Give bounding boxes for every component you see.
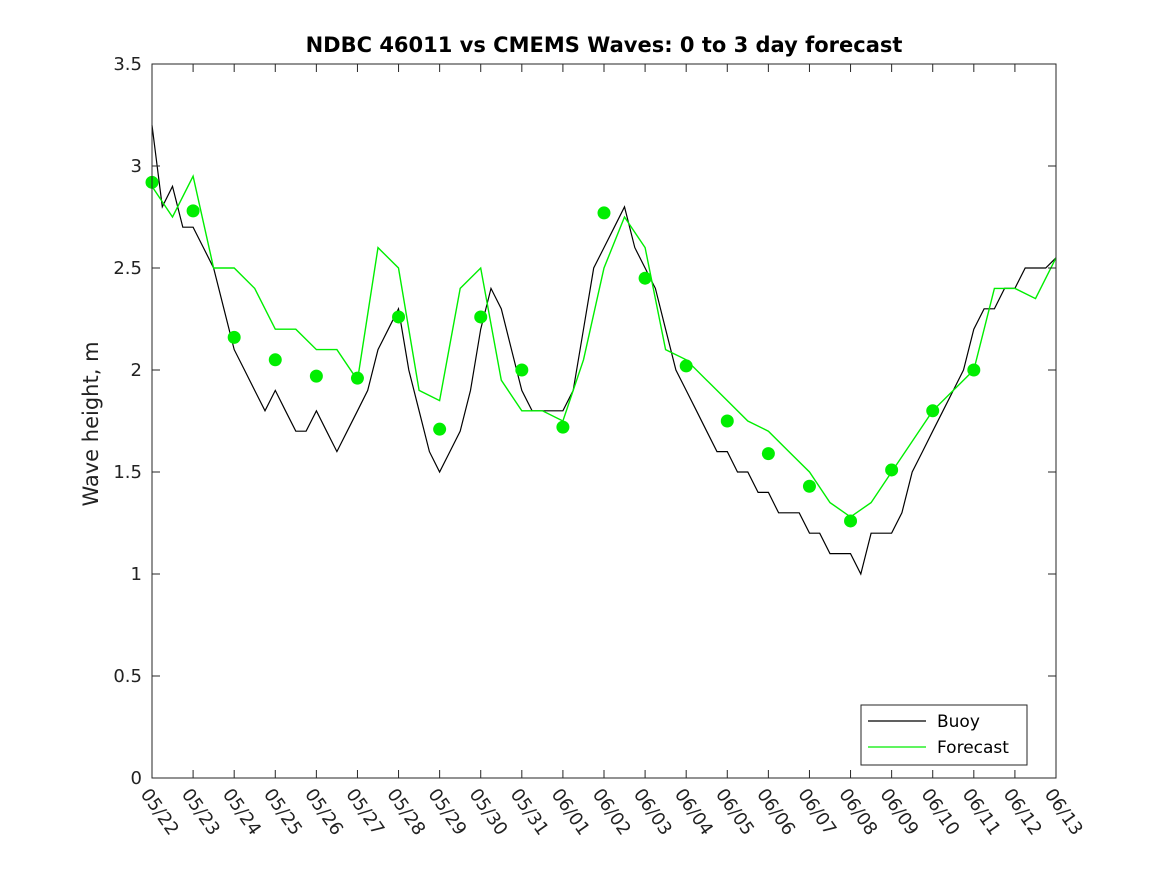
forecast-series-layer xyxy=(151,174,1057,518)
forecast-marker xyxy=(926,404,940,418)
forecast-marker xyxy=(350,371,364,385)
forecast-marker xyxy=(720,414,734,428)
forecast-marker xyxy=(227,330,241,344)
forecast-marker xyxy=(597,206,611,220)
forecast-marker xyxy=(679,359,693,373)
forecast-line xyxy=(151,174,1057,518)
forecast-marker xyxy=(844,514,858,528)
buoy-series-layer xyxy=(151,125,1057,576)
forecast-marker xyxy=(474,310,488,324)
forecast-marker xyxy=(761,447,775,461)
forecast-marker xyxy=(268,353,282,367)
legend-forecast-label: Forecast xyxy=(937,738,1009,758)
forecast-marker xyxy=(638,271,652,285)
buoy-line xyxy=(151,125,1057,576)
y-tick-label: 0 xyxy=(131,768,142,789)
forecast-marker xyxy=(515,363,529,377)
forecast-marker xyxy=(556,420,570,434)
y-tick-label: 3.5 xyxy=(113,54,142,75)
forecast-marker xyxy=(392,310,406,324)
forecast-marker xyxy=(309,369,323,383)
y-axis: 0 0.5 1 1.5 2 2.5 3 3.5 xyxy=(113,54,1056,789)
y-tick-label: 1.5 xyxy=(113,462,142,483)
y-tick-label: 2 xyxy=(131,360,142,381)
forecast-marker xyxy=(186,204,200,218)
legend-buoy-label: Buoy xyxy=(937,712,980,732)
legend-box xyxy=(860,704,1028,766)
y-tick-label: 0.5 xyxy=(113,666,142,687)
legend: Buoy Forecast xyxy=(860,704,1028,766)
y-tick-label: 1 xyxy=(131,564,142,585)
chart-title: NDBC 46011 vs CMEMS Waves: 0 to 3 day fo… xyxy=(306,33,903,57)
y-tick-label: 2.5 xyxy=(113,258,142,279)
y-tick-label: 3 xyxy=(131,156,142,177)
forecast-marker xyxy=(433,422,447,436)
y-axis-label: Wave height, m xyxy=(79,341,103,506)
forecast-marker xyxy=(802,479,816,493)
forecast-marker xyxy=(967,363,981,377)
forecast-marker xyxy=(885,463,899,477)
